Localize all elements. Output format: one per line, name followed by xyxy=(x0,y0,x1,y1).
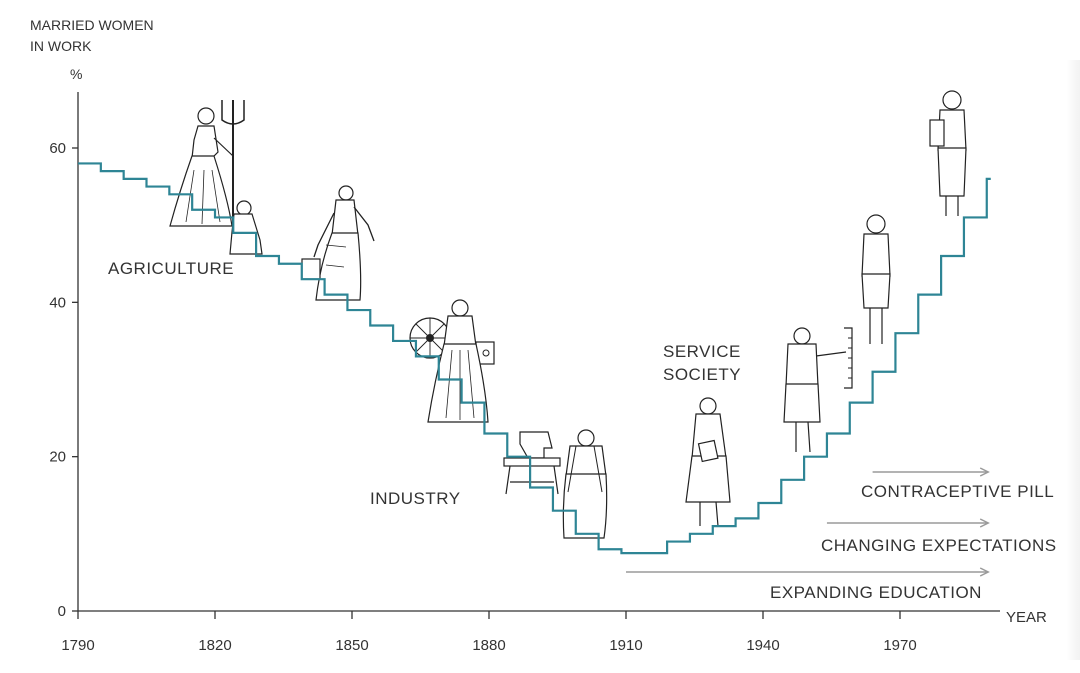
era-label-agriculture: AGRICULTURE xyxy=(108,259,234,278)
woman-with-bucket-icon xyxy=(301,185,375,301)
y-tick-label: 40 xyxy=(49,294,66,311)
page-edge-shadow xyxy=(1066,60,1080,660)
woman-with-book-icon xyxy=(685,397,731,527)
y-tick-label: 20 xyxy=(49,449,66,466)
y-tick-label: 60 xyxy=(49,140,66,157)
trend-label: CHANGING EXPECTATIONS xyxy=(821,536,1057,555)
x-axis-title: YEAR xyxy=(1006,609,1047,626)
x-tick-label: 1910 xyxy=(609,637,642,654)
woman-with-pitchfork-icon xyxy=(169,100,245,230)
trend-arrowhead xyxy=(979,567,990,577)
y-tick-label: 0 xyxy=(58,603,66,620)
x-tick-label: 1880 xyxy=(472,637,505,654)
trend-label: CONTRACEPTIVE PILL xyxy=(861,482,1054,501)
trend-arrowhead xyxy=(979,467,990,477)
era-label-service: SERVICE xyxy=(663,342,741,361)
woman-with-bag-icon xyxy=(929,90,967,216)
trend-arrowhead xyxy=(979,518,990,528)
woman-in-suit-icon xyxy=(861,214,891,344)
x-tick-label: 1790 xyxy=(61,637,94,654)
x-tick-label: 1970 xyxy=(883,637,916,654)
child-icon xyxy=(229,200,263,255)
era-label-industry: INDUSTRY xyxy=(370,489,461,508)
series-line xyxy=(78,162,991,555)
woman-teacher-icon xyxy=(783,327,853,453)
trend-label: EXPANDING EDUCATION xyxy=(770,583,982,602)
y-axis-unit: % xyxy=(70,66,82,82)
x-tick-label: 1850 xyxy=(335,637,368,654)
era-label-society: SOCIETY xyxy=(663,365,741,384)
y-axis-title-line-2: IN WORK xyxy=(30,38,92,54)
x-tick-label: 1940 xyxy=(746,637,779,654)
x-tick-label: 1820 xyxy=(198,637,231,654)
woman-with-shawl-icon xyxy=(562,429,608,539)
y-axis-title-line-1: MARRIED WOMEN xyxy=(30,17,154,33)
sewing-machine-icon xyxy=(503,431,561,495)
spinning-wheel-icon xyxy=(409,317,495,365)
